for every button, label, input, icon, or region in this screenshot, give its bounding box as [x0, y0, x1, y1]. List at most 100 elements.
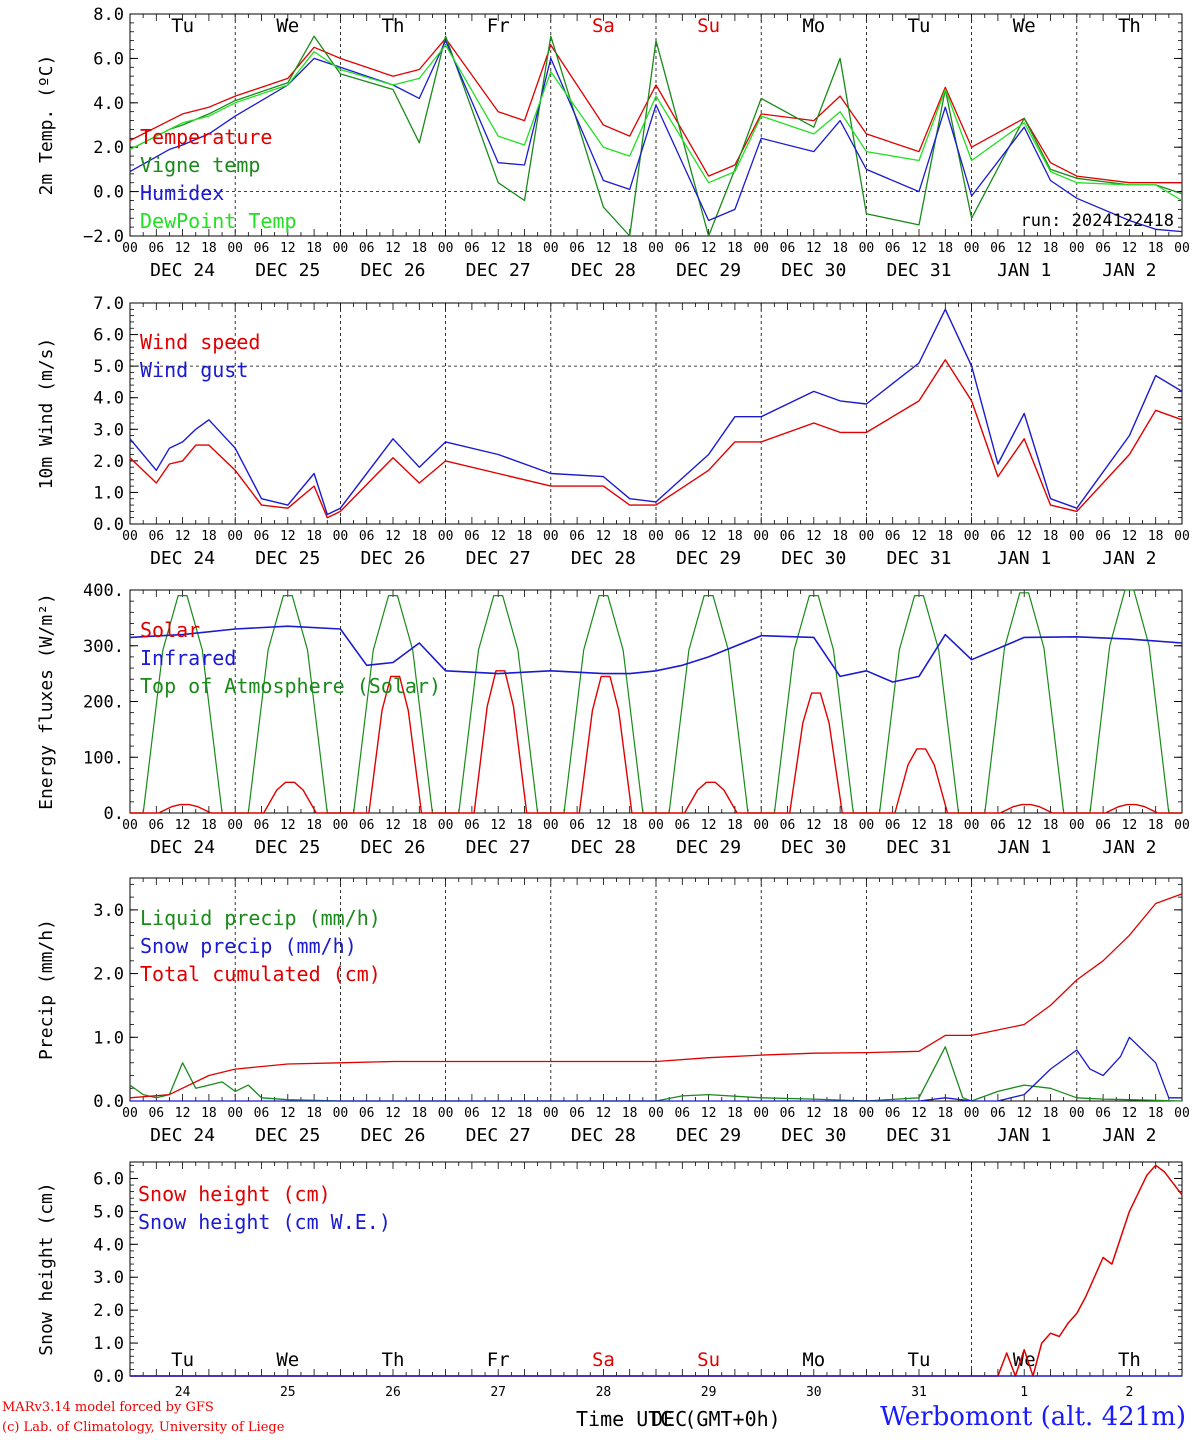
series-line: [129, 893, 1183, 1099]
x-date-label: DEC 28: [571, 548, 636, 569]
x-hour-label: 06: [254, 818, 270, 833]
weekday-label: We: [1013, 15, 1036, 37]
day-label: 2: [1125, 1385, 1133, 1400]
x-hour-label: 00: [227, 1106, 243, 1121]
weekday-label: Fr: [487, 15, 510, 37]
legend-entry: Top of Atmosphere (Solar): [140, 674, 441, 698]
x-date-label: DEC 29: [676, 260, 741, 281]
panel-5: 6.0 5.0 4.0 3.0 2.0 1.0 0.0 Snow height (cm) Tu W…: [36, 1161, 1183, 1431]
x-hour-label: 18: [937, 818, 953, 833]
infrared-line: [129, 625, 1183, 683]
x-hour-label: 00: [964, 241, 980, 256]
x-hour-label: 18: [201, 1106, 217, 1121]
x-hour-label: 00: [964, 1106, 980, 1121]
x-date-label: DEC 24: [150, 548, 215, 569]
day-label: 30: [806, 1385, 822, 1400]
legend-entry: Snow height (cm W.E.): [138, 1210, 391, 1234]
x-date-label: DEC 30: [781, 548, 846, 569]
x-hour-label: 00: [1174, 818, 1190, 833]
x-hour-label: 06: [359, 529, 375, 544]
x-hour-label: 06: [1095, 818, 1111, 833]
y-tick-label: 8.0: [93, 5, 124, 25]
y-tick-label: 2.0: [93, 452, 124, 472]
x-hour-label: 12: [911, 818, 927, 833]
x-hour-label: 00: [753, 241, 769, 256]
y-tick-label: 6.0: [93, 49, 124, 69]
x-hour-label: 00: [227, 529, 243, 544]
x-hour-label: 18: [832, 818, 848, 833]
x-hour-label: 18: [411, 1106, 427, 1121]
day-label: 24: [175, 1385, 191, 1400]
x-hour-label: 06: [569, 241, 585, 256]
x-date-label: DEC 31: [886, 548, 951, 569]
weekday-label: We: [276, 1349, 299, 1371]
y-tick-label: −2.0: [83, 227, 124, 247]
legend-entry: Humidex: [140, 181, 224, 205]
x-hour-label: 06: [780, 529, 796, 544]
lab-credit: (c) Lab. of Climatology, University of L…: [2, 1420, 285, 1435]
y-tick-label: 6.0: [93, 326, 124, 346]
weekday-label: Mo: [802, 1349, 825, 1371]
x-hour-label: 00: [648, 529, 664, 544]
legend-entry: Wind speed: [140, 330, 260, 354]
x-date-label: DEC 25: [255, 260, 320, 281]
x-hour-label: 12: [596, 529, 612, 544]
x-hour-label: 06: [885, 818, 901, 833]
panel-1: 8.0 6.0 4.0 2.0 0.0 −2.0 2m Temp. (ºC) 00 06 12 18…: [36, 5, 1190, 281]
x-hour-label: 06: [359, 818, 375, 833]
weekday-label: Mo: [802, 15, 825, 37]
x-hour-label: 18: [1043, 529, 1059, 544]
x-hour-label: 06: [990, 241, 1006, 256]
x-hour-label: 18: [727, 241, 743, 256]
x-date-label: DEC 26: [360, 548, 425, 569]
legend-entry: Temperature: [140, 125, 272, 149]
x-hour-label: 18: [1148, 529, 1164, 544]
x-date-label: DEC 27: [466, 837, 531, 858]
x-hour-label: 18: [306, 818, 322, 833]
x-hour-label: 00: [648, 1106, 664, 1121]
y-tick-label: 7.0: [93, 294, 124, 314]
x-hour-label: 06: [254, 241, 270, 256]
weekday-label: Th: [382, 1349, 405, 1371]
y-axis-label: 2m Temp. (ºC): [36, 55, 57, 196]
station-name: Werbomont (alt. 421m): [880, 1402, 1186, 1432]
x-hour-label: 12: [596, 818, 612, 833]
x-hour-label: 18: [1043, 818, 1059, 833]
x-date-label: DEC 29: [676, 1125, 741, 1146]
x-hour-label: 00: [543, 818, 559, 833]
x-hour-label: 12: [806, 241, 822, 256]
x-hour-label: 06: [674, 1106, 690, 1121]
x-hour-label: 18: [411, 529, 427, 544]
x-axis-label: Time UTC (GMT+0h): [576, 1407, 781, 1431]
y-tick-label: 4.0: [93, 1235, 124, 1255]
weekday-label: We: [276, 15, 299, 37]
x-date-label: DEC 25: [255, 548, 320, 569]
x-hour-label: 12: [490, 241, 506, 256]
x-hour-label: 00: [122, 241, 138, 256]
x-hour-label: 18: [622, 241, 638, 256]
x-hour-label: 06: [1095, 241, 1111, 256]
x-date-label: DEC 24: [150, 1125, 215, 1146]
x-hour-label: 00: [859, 241, 875, 256]
solar-line: [130, 670, 1182, 814]
x-date-label: JAN 2: [1102, 548, 1156, 569]
x-hour-label: 18: [622, 818, 638, 833]
x-hour-label: 06: [569, 529, 585, 544]
x-hour-label: 00: [122, 818, 138, 833]
weekday-label: Tu: [171, 15, 194, 37]
x-hour-label: 00: [438, 241, 454, 256]
weekday-label: Tu: [908, 1349, 931, 1371]
x-hour-label: 12: [175, 818, 191, 833]
x-hour-label: 06: [464, 241, 480, 256]
x-hour-label: 06: [885, 1106, 901, 1121]
x-hour-label: 06: [359, 1106, 375, 1121]
x-date-label: JAN 2: [1102, 1125, 1156, 1146]
x-hour-label: 12: [911, 241, 927, 256]
x-date-label: DEC 31: [886, 260, 951, 281]
x-date-label: DEC 24: [150, 260, 215, 281]
x-hour-label: 00: [122, 1106, 138, 1121]
x-hour-label: 06: [148, 818, 164, 833]
x-hour-label: 00: [438, 1106, 454, 1121]
x-date-label: DEC 30: [781, 837, 846, 858]
x-hour-label: 18: [411, 241, 427, 256]
